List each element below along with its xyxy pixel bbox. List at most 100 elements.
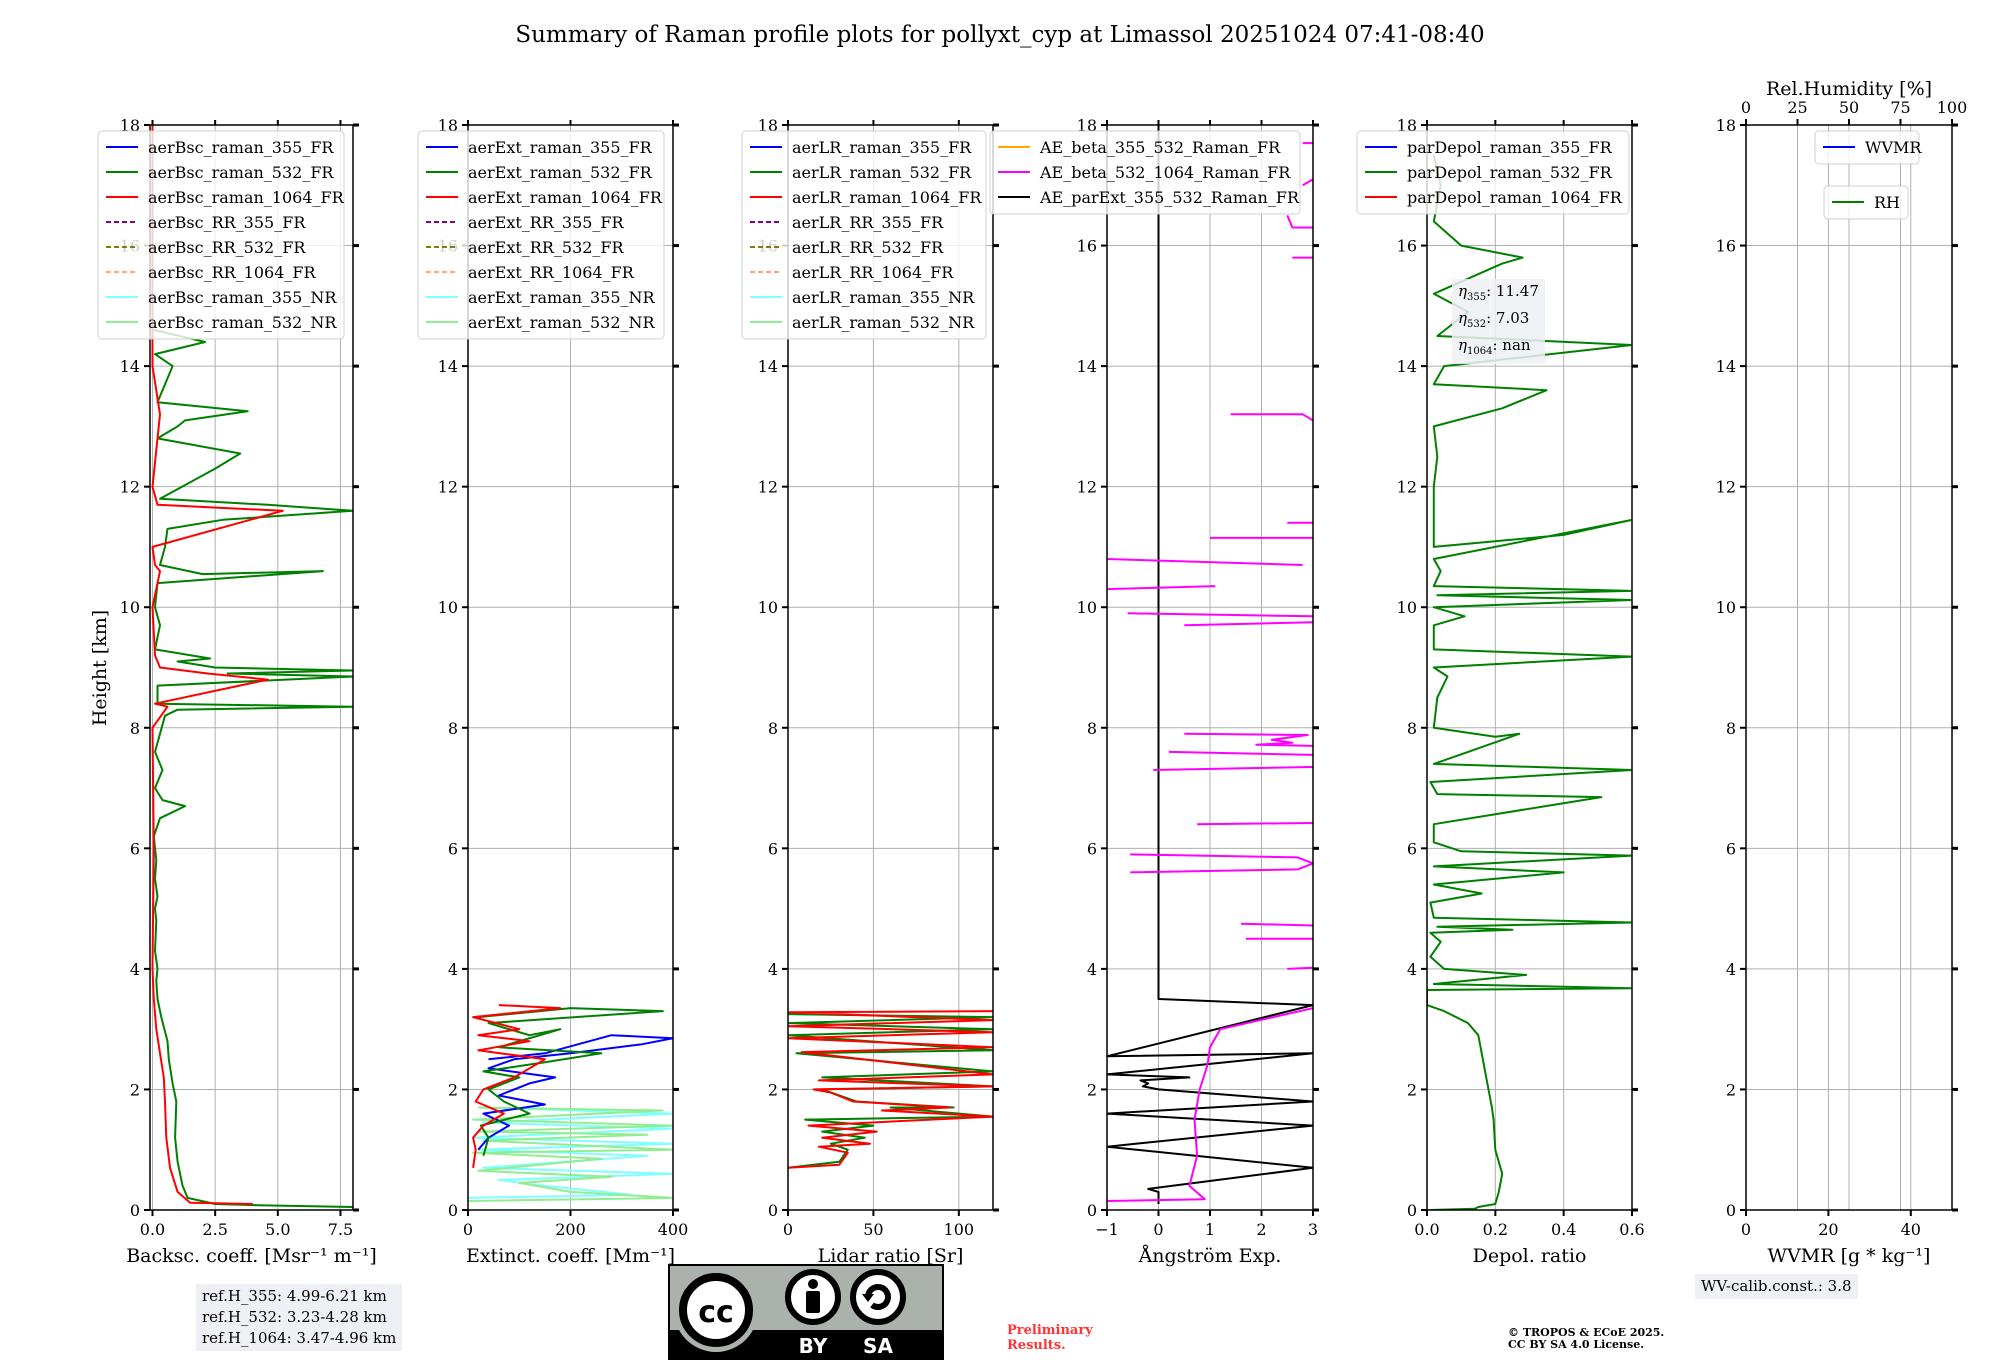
legend-label: aerExt_raman_532_FR [468, 163, 653, 182]
y-tick-label: 18 [120, 116, 140, 135]
x-tick-label: 100 [944, 1220, 975, 1239]
x-tick-label: 0.0 [1414, 1220, 1439, 1239]
x-tick-label: 50 [863, 1220, 883, 1239]
x-tick-label: 20 [1818, 1220, 1838, 1239]
legend-label: aerBsc_raman_355_FR [148, 138, 334, 157]
reference-heights-box: ref.H_355: 4.99-6.21 km ref.H_532: 3.23-… [196, 1284, 403, 1351]
series-line-aerExt_raman_1064_FR [472, 1004, 562, 1168]
y-tick-label: 6 [448, 839, 458, 858]
series-line-AE_beta_532_1064_Raman_FR_seg6 [1197, 822, 1313, 826]
legend-label: aerExt_raman_1064_FR [468, 188, 663, 207]
x-tick-label: 2.5 [202, 1220, 227, 1239]
y-tick-label: 2 [130, 1080, 140, 1099]
series-line-AE_beta_532_1064_Raman_FR_seg8 [1168, 750, 1313, 756]
top-axis-label: Rel.Humidity [%] [1766, 78, 1932, 100]
x-tick-label: 0.2 [1483, 1220, 1508, 1239]
legend-label: aerLR_raman_532_FR [792, 163, 972, 182]
series-line-AE_beta_532_1064_Raman_FR_seg16 [1230, 413, 1313, 422]
y-tick-label: 10 [1397, 598, 1417, 617]
legend-label: aerLR_raman_355_NR [792, 288, 975, 307]
y-tick-label: 0 [1087, 1201, 1097, 1220]
legend-label: aerBsc_RR_1064_FR [148, 263, 317, 282]
y-axis-label: Height [km] [89, 610, 111, 726]
series-line-AE_beta_532_1064_Raman_FR_seg2 [1287, 966, 1313, 970]
y-tick-label: 4 [448, 960, 458, 979]
y-tick-label: 2 [1407, 1080, 1417, 1099]
legend-label: aerLR_raman_532_NR [792, 313, 975, 332]
legend-box [989, 130, 1301, 215]
y-tick-label: 18 [758, 116, 778, 135]
series-line-AE_beta_532_1064_Raman_FR_seg5 [1130, 853, 1313, 874]
series-group [1427, 154, 1632, 1210]
y-tick-label: 8 [448, 719, 458, 738]
x-tick-label: 0 [463, 1220, 473, 1239]
x-tick-label: 1 [1205, 1220, 1215, 1239]
x-tick-label: 0.4 [1551, 1220, 1576, 1239]
series-line-AE_beta_532_1064_Raman_FR_seg4 [1240, 922, 1313, 927]
eta-355: η355: 11.47 [1458, 282, 1539, 303]
y-tick-label: 16 [1397, 237, 1417, 256]
x-tick-label: −1 [1095, 1220, 1119, 1239]
ref-height-1064: ref.H_1064: 3.47-4.96 km [202, 1329, 397, 1347]
legend-box [97, 130, 345, 340]
y-tick-label: 10 [758, 598, 778, 617]
wv-calib-text: WV-calib.const.: 3.8 [1701, 1277, 1852, 1295]
y-tick-label: 12 [120, 478, 140, 497]
x-tick-label: 0 [1741, 1220, 1751, 1239]
prelim-line-2: Results. [1007, 1338, 1066, 1353]
axes-frame [149, 124, 354, 1211]
y-tick-label: 12 [1397, 478, 1417, 497]
series-line-AE_beta_532_1064_Raman_FR_seg19 [1302, 178, 1313, 187]
y-tick-label: 16 [1716, 237, 1736, 256]
y-tick-label: 16 [1077, 237, 1097, 256]
y-tick-label: 2 [1726, 1080, 1736, 1099]
series-line-aerLR_raman_1064_FR [788, 1010, 993, 1169]
legend-label: parDepol_raman_532_FR [1407, 163, 1613, 182]
legend-label: aerLR_RR_532_FR [792, 238, 944, 257]
y-tick-label: 4 [1087, 960, 1097, 979]
legend-label: aerLR_RR_355_FR [792, 213, 944, 232]
top-x-tick-label: 25 [1787, 98, 1807, 117]
y-tick-label: 6 [1407, 839, 1417, 858]
legend-label: RH [1874, 193, 1900, 212]
eta-532: η532: 7.03 [1458, 309, 1530, 330]
series-group [1107, 125, 1313, 1204]
x-tick-label: 2 [1256, 1220, 1266, 1239]
y-tick-label: 8 [1407, 719, 1417, 738]
series-line-parDepol_raman_532_FR [1427, 154, 1632, 1210]
panel-ext: 0246810121416180200400Extinct. coeff. [M… [417, 116, 688, 1267]
y-tick-label: 8 [130, 719, 140, 738]
by-person-body [806, 1291, 820, 1313]
y-tick-label: 12 [1077, 478, 1097, 497]
series-line-aerExt_raman_532_NR [468, 1106, 673, 1202]
x-tick-label: 0 [1153, 1220, 1163, 1239]
y-tick-label: 10 [1716, 598, 1736, 617]
ref-height-532: ref.H_532: 3.23-4.28 km [202, 1308, 387, 1326]
y-tick-label: 10 [1077, 598, 1097, 617]
legend-label: aerBsc_RR_355_FR [148, 213, 306, 232]
eta-355-value: 11.47 [1495, 282, 1539, 300]
x-axis-label: WVMR [g * kg⁻¹] [1768, 1245, 1931, 1267]
panel-depol: 0 2 4 6 8 10 12 14 16 18 0.0 0.2 0.4 0.6 Depol. ratio p… [1356, 116, 1645, 1267]
eta-box: η355: 11.47 η532: 7.03 η1064: nan [1452, 279, 1545, 364]
x-axis-label: Extinct. coeff. [Mm⁻¹] [466, 1245, 675, 1267]
ref-height-355: ref.H_355: 4.99-6.21 km [202, 1287, 387, 1305]
copyright-line-2: CC BY SA 4.0 License. [1508, 1338, 1645, 1351]
axes-frame [1426, 124, 1633, 1211]
y-tick-label: 18 [1716, 116, 1736, 135]
sa-share-alike-icon [850, 1269, 906, 1325]
legend-label: aerExt_raman_355_FR [468, 138, 653, 157]
series-line-aerExt_raman_355_NR [468, 1106, 673, 1199]
preliminary-results-note: Preliminary Results. [1007, 1323, 1093, 1353]
x-tick-label: 3 [1308, 1220, 1318, 1239]
y-tick-label: 10 [120, 598, 140, 617]
eta-532-value: 7.03 [1495, 309, 1530, 327]
series-line-AE_beta_532_1064_Raman_FR_seg13 [1107, 558, 1303, 566]
legend-label: aerBsc_raman_355_NR [148, 288, 337, 307]
y-tick-label: 0 [768, 1201, 778, 1220]
y-tick-label: 14 [120, 357, 140, 376]
y-tick-label: 6 [768, 839, 778, 858]
x-axis-label: Lidar ratio [Sr] [818, 1245, 964, 1267]
